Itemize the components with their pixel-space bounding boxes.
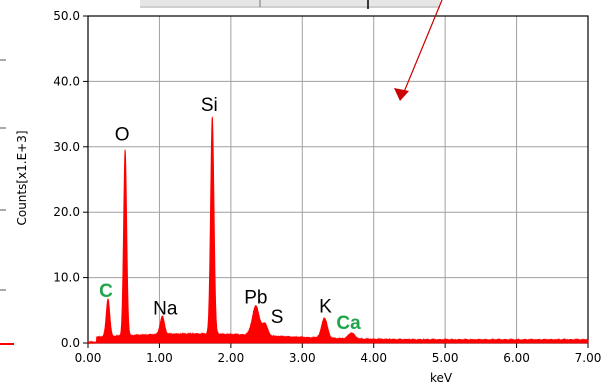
y-tick-label: 10.0: [53, 271, 80, 285]
peak-label-pb: Pb: [244, 288, 267, 309]
peak-labels: C O Na Si PbS KCa: [99, 95, 361, 334]
left-edge-ticks: [0, 59, 14, 345]
x-tick-label: 3.00: [289, 351, 316, 365]
x-tick-label: 1.00: [146, 351, 173, 365]
spectrum-peaks: [107, 125, 353, 343]
peak-label-na: Na: [153, 299, 178, 320]
cropped-image-strip: [140, 0, 440, 9]
peak-label-ca: Ca: [336, 313, 361, 334]
y-tick-label: 20.0: [53, 205, 80, 219]
y-tick-label: 50.0: [53, 9, 80, 23]
x-tick-label: 5.00: [432, 351, 459, 365]
peak-label-c: C: [99, 281, 113, 302]
annotation-arrow: [394, 0, 443, 101]
y-tick-label: 0.0: [61, 336, 80, 350]
peak-label-o: O: [115, 125, 130, 146]
spectrum-series-line: [87, 116, 589, 345]
x-tick-label: 6.00: [503, 351, 530, 365]
y-axis-ticks: 0.0 10.0 20.0 30.0 40.0 50.0: [53, 9, 88, 350]
peak-label-k: K: [319, 297, 332, 318]
x-axis-label: keV: [430, 371, 453, 385]
x-tick-label: 7.00: [575, 351, 602, 365]
x-axis-ticks: 0.00 1.00 2.00 3.00 4.00 5.00 6.00 7.00: [75, 343, 602, 365]
x-tick-label: 0.00: [75, 351, 102, 365]
x-tick-label: 2.00: [217, 351, 244, 365]
y-tick-label: 40.0: [53, 74, 80, 88]
y-tick-label: 30.0: [53, 140, 80, 154]
plot-border: [87, 15, 589, 344]
x-tick-label: 4.00: [360, 351, 387, 365]
y-axis-label: Counts[x1.E+3]: [15, 130, 29, 225]
peak-label-s: S: [271, 307, 284, 328]
chart-grid: [87, 15, 589, 344]
plot-frame: [87, 15, 589, 344]
peak-label-si: Si: [201, 95, 218, 116]
